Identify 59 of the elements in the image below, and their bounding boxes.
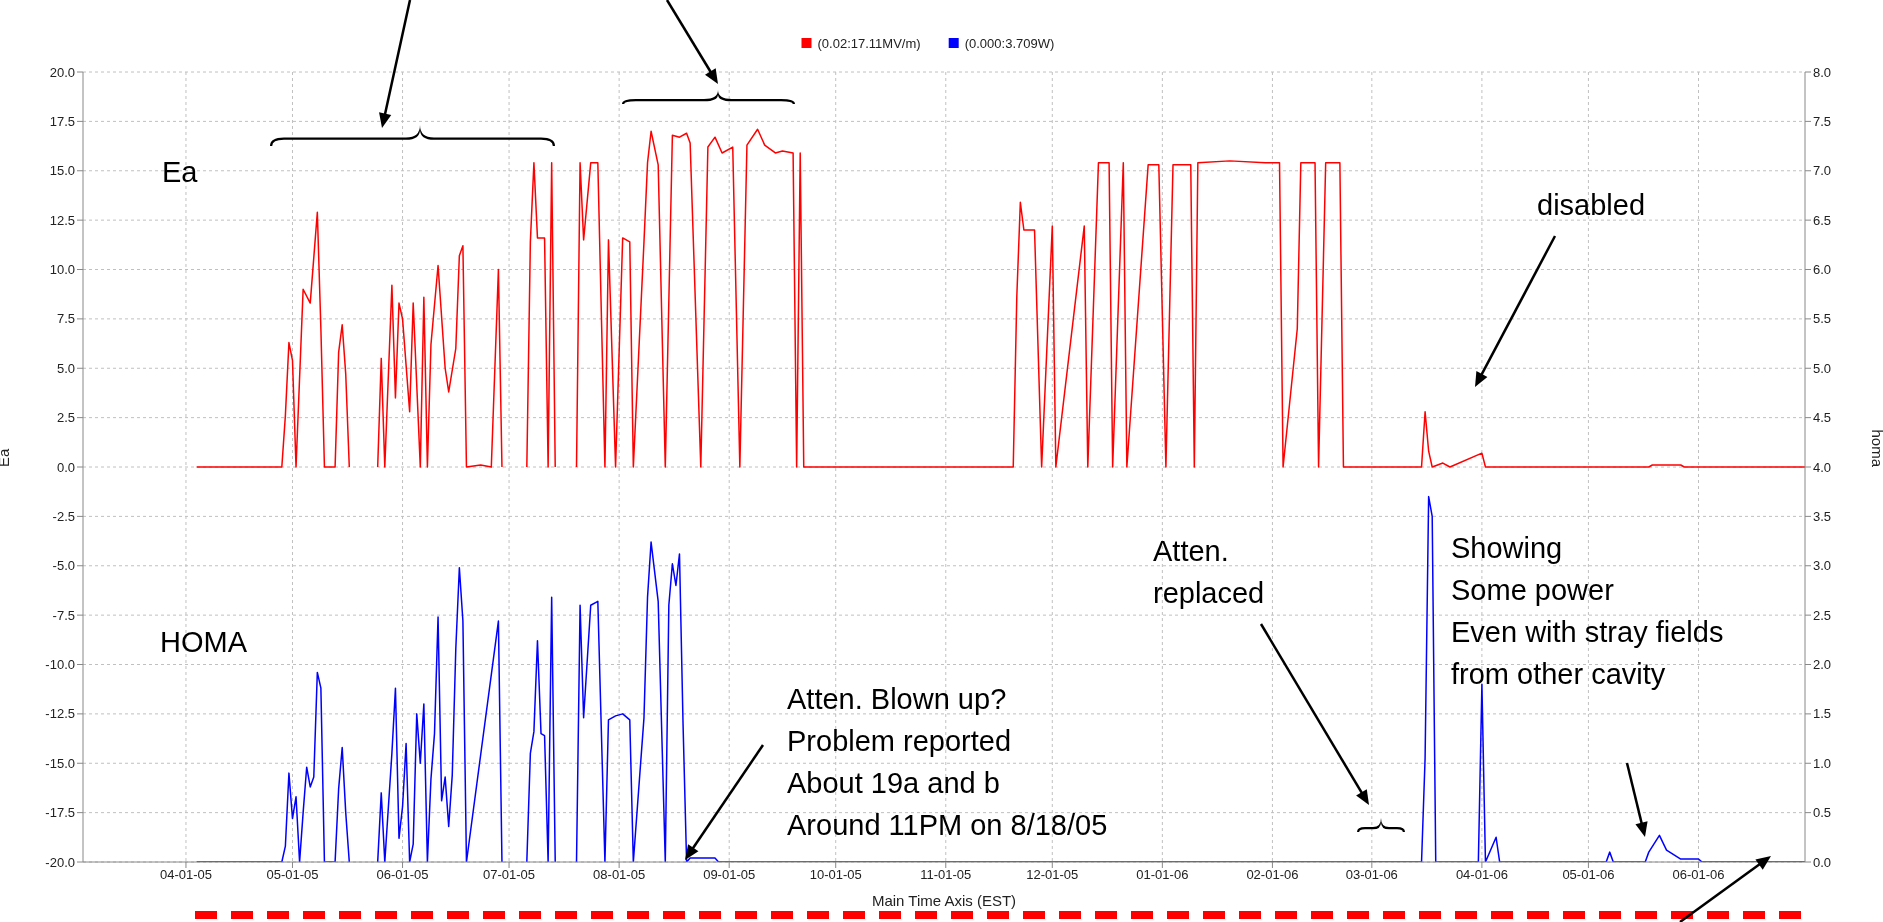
y2-tick-label: 2.5 bbox=[1813, 607, 1832, 623]
legend-label: (0.000:3.709W) bbox=[964, 36, 1055, 51]
x-tick-label: 07-01-05 bbox=[483, 867, 536, 883]
y-tick-label: 5.0 bbox=[56, 360, 75, 376]
y-tick-label: -17.5 bbox=[45, 805, 75, 821]
y-tick-label: 7.5 bbox=[56, 311, 75, 327]
y-tick-label: 2.5 bbox=[56, 410, 75, 426]
x-axis-title: Main Time Axis (EST) bbox=[871, 892, 1017, 909]
x-tick-label: 06-01-05 bbox=[376, 867, 429, 883]
y-tick-label: -15.0 bbox=[45, 755, 75, 771]
y-tick-label: -5.0 bbox=[52, 558, 75, 574]
y-tick-label: 17.5 bbox=[49, 113, 75, 129]
y2-tick-label: 8.0 bbox=[1813, 64, 1832, 80]
y-tick-label: 10.0 bbox=[49, 262, 75, 278]
y-tick-label: -10.0 bbox=[45, 657, 75, 673]
x-tick-label: 05-01-05 bbox=[266, 867, 319, 883]
x-tick-label: 08-01-05 bbox=[593, 867, 646, 883]
y2-tick-label: 5.0 bbox=[1813, 360, 1832, 376]
y2-tick-label: 1.0 bbox=[1813, 755, 1832, 771]
y2-tick-label: 6.5 bbox=[1813, 212, 1832, 228]
annotation: Atten. replaced bbox=[1153, 535, 1265, 609]
y2-tick-label: 2.0 bbox=[1813, 657, 1832, 673]
annotation: disabled bbox=[1537, 189, 1646, 221]
x-tick-label: 09-01-05 bbox=[703, 867, 756, 883]
y-tick-label: 0.0 bbox=[56, 459, 75, 475]
y-tick-label: -7.5 bbox=[52, 607, 75, 623]
y2-tick-label: 4.5 bbox=[1813, 410, 1832, 426]
x-tick-label: 10-01-05 bbox=[809, 867, 862, 883]
x-tick-label: 11-01-05 bbox=[920, 867, 972, 883]
y-tick-label: 15.0 bbox=[49, 163, 75, 179]
x-tick-label: 05-01-06 bbox=[1562, 867, 1615, 883]
y2-tick-label: 7.0 bbox=[1813, 163, 1832, 179]
x-tick-label: 06-01-06 bbox=[1672, 867, 1725, 883]
y2-tick-label: 6.0 bbox=[1813, 262, 1832, 278]
y-tick-label: 12.5 bbox=[49, 212, 75, 228]
y2-tick-label: 3.5 bbox=[1813, 508, 1832, 524]
x-tick-label: 12-01-05 bbox=[1026, 867, 1079, 883]
y-tick-label: 20.0 bbox=[49, 64, 75, 80]
x-tick-label: 04-01-06 bbox=[1455, 867, 1508, 883]
x-tick-label: 01-01-06 bbox=[1136, 867, 1189, 883]
y2-tick-label: 4.0 bbox=[1813, 459, 1832, 475]
x-tick-label: 03-01-06 bbox=[1345, 867, 1398, 883]
annotation: Showing Some power Even with stray fields from other cavity bbox=[1451, 532, 1724, 690]
annotation: HOMA bbox=[160, 626, 248, 658]
x-tick-label: 04-01-05 bbox=[159, 867, 212, 883]
y-tick-label: -12.5 bbox=[45, 706, 75, 722]
legend-label: (0.02:17.11MV/m) bbox=[817, 36, 921, 51]
y2-tick-label: 0.0 bbox=[1813, 854, 1832, 870]
y-tick-label: -20.0 bbox=[45, 854, 75, 870]
y2-axis-title: homa bbox=[1868, 429, 1883, 468]
y2-tick-label: 3.0 bbox=[1813, 558, 1832, 574]
y2-tick-label: 7.5 bbox=[1813, 113, 1832, 129]
y2-tick-label: 5.5 bbox=[1813, 311, 1832, 327]
y2-tick-label: 0.5 bbox=[1813, 805, 1832, 821]
annotation: Atten. Blown up? Problem reported About 19a and b Around 11PM on 8/18/05 bbox=[787, 683, 1108, 841]
y-tick-label: -2.5 bbox=[52, 508, 75, 524]
y2-tick-label: 1.5 bbox=[1813, 706, 1832, 722]
x-tick-label: 02-01-06 bbox=[1246, 867, 1299, 883]
annotation: Ea bbox=[162, 156, 199, 188]
